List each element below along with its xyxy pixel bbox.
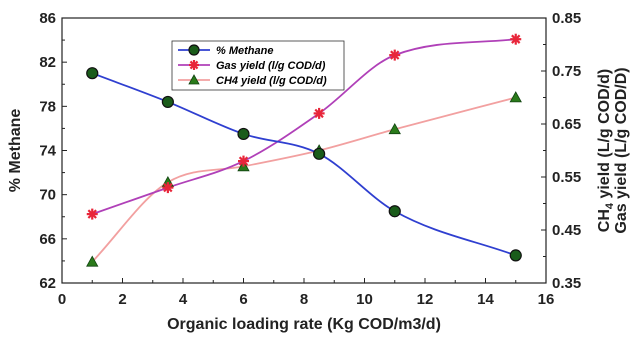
y-left-tick-label: 74 xyxy=(39,143,56,160)
series-0-point xyxy=(388,205,401,218)
series-2-point xyxy=(388,122,401,135)
y-axis-right-title-gas: Gas yield (L/g COD/D) xyxy=(613,67,630,233)
legend: % Methane Gas yield (l/g COD/d) CH4 yield … xyxy=(171,40,345,91)
y-left-tick-label: 82 xyxy=(39,54,56,71)
series-1-point-stroke xyxy=(390,50,400,60)
series-markers xyxy=(86,33,522,267)
x-tick-label: 4 xyxy=(179,291,188,308)
y-left-tick-label: 62 xyxy=(39,275,56,292)
y-axis-right: 0.35 0.45 0.55 0.65 0.75 0.85 xyxy=(541,10,581,292)
y-right-tick-label: 0.35 xyxy=(552,275,581,292)
series-1-point xyxy=(313,107,325,119)
series-line-0 xyxy=(91,72,517,257)
y-axis-left: 62 66 70 74 78 82 86 xyxy=(39,10,67,292)
x-tick-label: 8 xyxy=(300,291,308,308)
ch4-title-subscript: 4 xyxy=(604,202,616,209)
legend-marker-1 xyxy=(189,60,199,70)
y-right-tick-label: 0.65 xyxy=(552,116,581,133)
series-1-point-stroke xyxy=(511,34,521,44)
x-axis-title: Organic loading rate (Kg COD/m3/d) xyxy=(167,316,441,333)
x-tick-label: 12 xyxy=(417,291,434,308)
series-1-point-stroke xyxy=(163,182,173,193)
y-axis-right-title-ch4: CH4 yield (L/g COD/d) xyxy=(596,69,616,232)
series-1-point-stroke xyxy=(87,209,97,219)
y-left-tick-label: 66 xyxy=(39,231,56,248)
y-left-tick-label: 86 xyxy=(39,10,56,27)
legend-label-2: CH4 yield (l/g COD/d) xyxy=(216,75,327,87)
y-left-tick-label: 78 xyxy=(39,98,56,115)
y-right-tick-label: 0.85 xyxy=(552,10,581,27)
y-left-tick-label: 70 xyxy=(39,187,56,204)
x-tick-label: 14 xyxy=(477,291,494,308)
ch4-title-rest: yield (L/g COD/d) xyxy=(596,69,613,203)
y-right-tick-label: 0.45 xyxy=(552,222,581,239)
legend-label-0: % Methane xyxy=(216,45,273,57)
x-tick-label: 6 xyxy=(239,291,247,308)
series-0-point xyxy=(86,67,99,80)
series-1-point xyxy=(510,33,522,45)
legend-marker-0 xyxy=(188,44,200,56)
series-1-point xyxy=(389,49,401,61)
y-axis-left-title: % Methane xyxy=(7,109,24,193)
x-tick-label: 0 xyxy=(58,291,66,308)
series-0-point xyxy=(237,127,250,141)
series-1-point xyxy=(238,155,249,167)
legend-marker-2 xyxy=(188,74,200,85)
series-0-point xyxy=(509,249,522,262)
series-1-point-stroke xyxy=(314,108,324,119)
series-1-point xyxy=(86,208,98,220)
x-tick-label: 10 xyxy=(356,291,373,308)
series-2-point xyxy=(509,91,522,103)
series-0-point xyxy=(161,95,174,109)
series-1-point-stroke xyxy=(238,156,249,166)
y-right-tick-label: 0.55 xyxy=(552,169,581,186)
x-axis: 0 2 4 6 8 10 12 14 16 xyxy=(58,278,555,308)
series-2-point xyxy=(86,255,99,267)
x-tick-label: 16 xyxy=(538,291,555,308)
ch4-title-main: CH xyxy=(596,209,613,232)
series-1-point xyxy=(162,182,174,194)
legend-marker-1-stroke xyxy=(189,60,199,70)
y-right-tick-label: 0.75 xyxy=(552,63,581,80)
series-0-point xyxy=(313,147,326,160)
x-tick-label: 2 xyxy=(118,291,126,308)
series-line-2 xyxy=(91,96,516,263)
legend-label-1: Gas yield (l/g COD/d) xyxy=(216,60,326,72)
